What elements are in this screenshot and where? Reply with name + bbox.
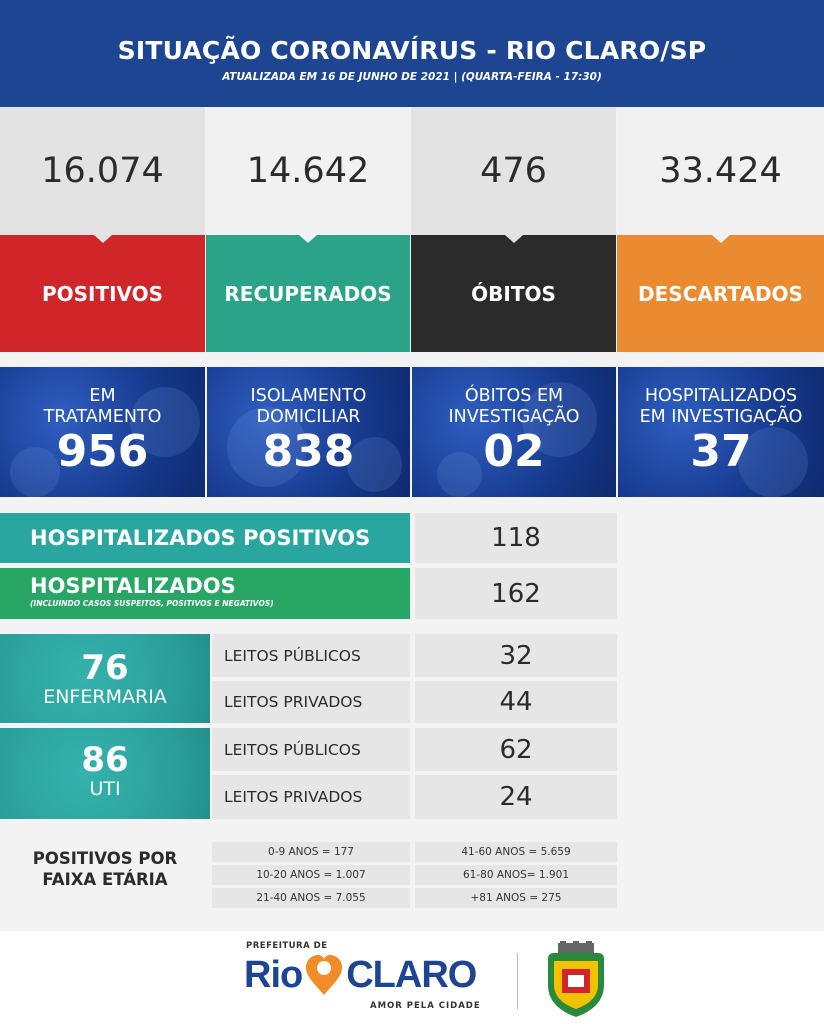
- deaths-investigation-card: ÓBITOS EM INVESTIGAÇÃO 02: [412, 367, 616, 497]
- age-81-plus: +81 ANOS = 275: [470, 892, 562, 904]
- ward-public-label: LEITOS PÚBLICOS: [224, 646, 361, 665]
- home-isolation-label-1: ISOLAMENTO: [250, 386, 367, 406]
- discarded-label-cell: DESCARTADOS: [617, 235, 824, 352]
- recovered-count-cell: 14.642: [206, 107, 410, 235]
- icu-private-label-cell: LEITOS PRIVADOS: [212, 775, 410, 819]
- rio-claro-logo: Rio CLARO: [244, 953, 477, 997]
- icu-public-label-cell: LEITOS PÚBLICOS: [212, 728, 410, 771]
- recovered-count: 14.642: [246, 151, 370, 191]
- icu-public-value-cell: 62: [415, 728, 617, 771]
- city-coat-of-arms-icon: [548, 941, 604, 1017]
- age-41-60: 41-60 ANOS = 5.659: [461, 846, 571, 858]
- ward-private-value: 44: [499, 687, 533, 717]
- hospitalized-bar: HOSPITALIZADOS (INCLUINDO CASOS SUSPEITO…: [0, 568, 410, 619]
- page-title: SITUAÇÃO CORONAVÍRUS - RIO CLARO/SP: [117, 36, 707, 65]
- home-isolation-value: 838: [262, 426, 355, 477]
- icu-private-value: 24: [499, 782, 533, 812]
- age-title-line-2: FAIXA ETÁRIA: [42, 870, 168, 889]
- prefeitura-label: PREFEITURA DE: [246, 941, 328, 951]
- positive-label-cell: POSITIVOS: [0, 235, 205, 352]
- deaths-count: 476: [480, 151, 547, 191]
- positive-label: POSITIVOS: [41, 281, 164, 306]
- deaths-label: ÓBITOS: [471, 281, 556, 306]
- hospitalized-positive-bar: HOSPITALIZADOS POSITIVOS: [0, 513, 410, 563]
- hospitalized-positive-value: 118: [491, 523, 541, 553]
- discarded-count-cell: 33.424: [617, 107, 824, 235]
- home-isolation-label-2: DOMICILIAR: [256, 407, 361, 427]
- icu-label: UTI: [89, 778, 121, 800]
- age-61-80: 61-80 ANOS= 1.901: [462, 869, 569, 881]
- positive-count: 16.074: [41, 151, 164, 191]
- hospitalized-investigation-value: 37: [690, 426, 752, 477]
- age-row: 10-20 ANOS = 1.007: [212, 865, 410, 885]
- footer: PREFEITURA DE Rio CLARO AMOR PELA CIDADE: [0, 931, 824, 1024]
- logo-rio: Rio: [244, 953, 303, 996]
- ward-public-value-cell: 32: [415, 634, 617, 677]
- hospitalized-investigation-card: HOSPITALIZADOS EM INVESTIGAÇÃO 37: [618, 367, 824, 497]
- hospitalized-positive-value-cell: 118: [415, 513, 617, 563]
- in-treatment-value: 956: [56, 426, 149, 477]
- age-10-20: 10-20 ANOS = 1.007: [256, 869, 366, 881]
- slogan: AMOR PELA CIDADE: [370, 1001, 481, 1011]
- age-0-9: 0-9 ANOS = 177: [268, 846, 354, 858]
- age-row: 21-40 ANOS = 7.055: [212, 888, 410, 908]
- icu-total-block: 86 UTI: [0, 728, 210, 819]
- update-subtitle: ATUALIZADA EM 16 DE JUNHO DE 2021 | (QUA…: [222, 71, 602, 83]
- discarded-label: DESCARTADOS: [638, 281, 803, 306]
- age-row: +81 ANOS = 275: [415, 888, 617, 908]
- hospitalized-value-cell: 162: [415, 568, 617, 619]
- ward-label: ENFERMARIA: [43, 686, 167, 708]
- home-isolation-card: ISOLAMENTO DOMICILIAR 838: [207, 367, 410, 497]
- hospitalized-investigation-label-2: EM INVESTIGAÇÃO: [639, 407, 803, 427]
- icu-total: 86: [81, 740, 129, 780]
- age-row: 41-60 ANOS = 5.659: [415, 842, 617, 862]
- deaths-investigation-label-2: INVESTIGAÇÃO: [448, 407, 580, 427]
- deaths-investigation-label-1: ÓBITOS EM: [464, 386, 564, 406]
- icu-private-label: LEITOS PRIVADOS: [224, 788, 363, 806]
- in-treatment-label-1: EM: [89, 386, 116, 406]
- footer-divider: [517, 953, 518, 1009]
- age-title-line-1: POSITIVOS POR: [32, 849, 178, 868]
- icu-private-value-cell: 24: [415, 775, 617, 819]
- ward-private-label-cell: LEITOS PRIVADOS: [212, 681, 410, 723]
- age-range-title: POSITIVOS POR FAIXA ETÁRIA: [0, 848, 210, 890]
- positive-count-cell: 16.074: [0, 107, 205, 235]
- header-banner: SITUAÇÃO CORONAVÍRUS - RIO CLARO/SP ATUA…: [0, 0, 824, 107]
- logo-claro: CLARO: [346, 953, 477, 996]
- deaths-investigation-value: 02: [483, 426, 545, 477]
- icu-public-value: 62: [499, 734, 533, 765]
- ward-total: 76: [81, 648, 129, 688]
- ward-private-value-cell: 44: [415, 681, 617, 723]
- in-treatment-label-2: TRATAMENTO: [43, 407, 162, 427]
- heart-pin-icon: [306, 955, 343, 995]
- icu-public-label: LEITOS PÚBLICOS: [224, 740, 361, 759]
- ward-total-block: 76 ENFERMARIA: [0, 634, 210, 723]
- ward-private-label: LEITOS PRIVADOS: [224, 693, 363, 711]
- deaths-label-cell: ÓBITOS: [411, 235, 616, 352]
- in-treatment-card: EM TRATAMENTO 956: [0, 367, 205, 497]
- ward-public-value: 32: [499, 640, 533, 671]
- age-21-40: 21-40 ANOS = 7.055: [256, 892, 366, 904]
- discarded-count: 33.424: [659, 151, 782, 191]
- recovered-label: RECUPERADOS: [224, 281, 392, 306]
- hospitalized-investigation-label-1: HOSPITALIZADOS: [644, 386, 798, 406]
- age-row: 61-80 ANOS= 1.901: [415, 865, 617, 885]
- hospitalized-value: 162: [491, 578, 541, 609]
- hospitalized-label: HOSPITALIZADOS: [30, 574, 236, 598]
- recovered-label-cell: RECUPERADOS: [206, 235, 410, 352]
- ward-public-label-cell: LEITOS PÚBLICOS: [212, 634, 410, 677]
- hospitalized-positive-label: HOSPITALIZADOS POSITIVOS: [30, 526, 371, 550]
- hospitalized-note: (INCLUINDO CASOS SUSPEITOS, POSITIVOS E …: [30, 599, 274, 608]
- deaths-count-cell: 476: [411, 107, 616, 235]
- age-row: 0-9 ANOS = 177: [212, 842, 410, 862]
